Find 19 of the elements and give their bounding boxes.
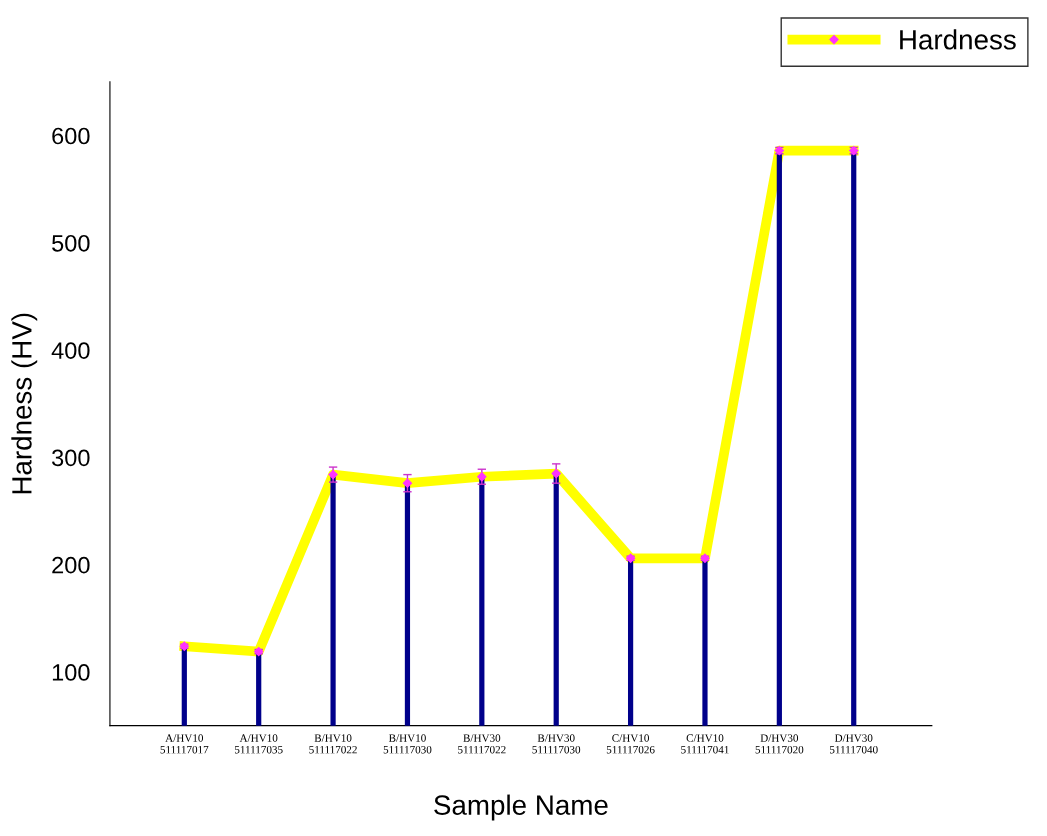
x-tick-label: B/HV30 511117030 — [532, 734, 581, 754]
x-tick-label: A/HV10 511117035 — [234, 734, 283, 754]
x-tick-label: C/HV10 511117041 — [681, 734, 729, 754]
x-tick-label: B/HV10 511117022 — [309, 734, 357, 754]
x-tick-label: D/HV30 511117040 — [830, 734, 878, 754]
y-tick-label: 100 — [52, 664, 90, 681]
y-tick-label: 500 — [52, 234, 90, 252]
y-tick-label: 300 — [52, 449, 90, 467]
x-tick-label: B/HV30 511117022 — [458, 734, 506, 754]
x-axis-title: Sample Name — [434, 794, 608, 821]
y-tick-label: 200 — [52, 556, 90, 574]
x-tick-label: C/HV10 511117026 — [606, 734, 655, 754]
x-tick-label: A/HV10 511117017 — [160, 734, 209, 754]
x-tick-label: D/HV30 511117020 — [755, 734, 804, 754]
y-tick-label: 600 — [52, 127, 90, 145]
legend-label: Hardness — [900, 29, 1016, 50]
y-tick-label: 400 — [51, 342, 90, 359]
x-tick-label: B/HV10 511117030 — [383, 734, 432, 754]
y-axis-title: Hardness (HV) — [11, 313, 38, 494]
